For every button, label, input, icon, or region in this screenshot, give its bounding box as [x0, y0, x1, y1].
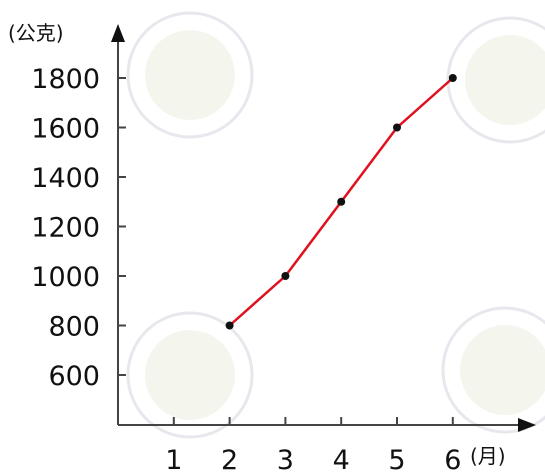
- y-tick-label: 1600: [31, 114, 100, 145]
- y-tick-label: 1400: [31, 163, 100, 194]
- tick-layer: 1 2 3 4 5 6 600 800 1000 1200 1400 1600 1800: [31, 64, 461, 475]
- watermark-seal-ring: [441, 306, 545, 434]
- x-axis-arrow: [518, 418, 536, 432]
- watermark-seal-core: [145, 330, 235, 420]
- y-axis-arrow: [111, 24, 125, 42]
- x-axis-unit-label: (月): [470, 444, 506, 468]
- y-tick-label: 800: [48, 312, 100, 343]
- x-tick-label: 4: [333, 445, 350, 475]
- watermark-seal-ring: [126, 11, 254, 139]
- data-point: [393, 123, 401, 132]
- y-tick-label: 1000: [31, 262, 100, 293]
- watermark-seal-ring: [126, 311, 254, 439]
- y-axis-unit-label: (公克): [8, 21, 64, 45]
- x-tick-label: 1: [165, 445, 182, 475]
- axes: [111, 24, 536, 432]
- y-tick-label: 1200: [31, 213, 100, 244]
- series-layer: [225, 74, 457, 330]
- data-point: [225, 321, 234, 330]
- watermark-layer: [126, 11, 545, 439]
- data-point: [281, 272, 290, 280]
- watermark-seal-core: [460, 325, 545, 415]
- x-tick-label: 3: [277, 445, 294, 475]
- x-tick-label: 6: [444, 445, 461, 475]
- watermark-seal-core: [465, 35, 545, 125]
- y-tick-label: 600: [48, 361, 100, 392]
- x-tick-label: 5: [388, 445, 405, 475]
- data-point: [337, 197, 346, 206]
- data-point: [448, 74, 457, 82]
- y-tick-label: 1800: [31, 64, 100, 95]
- x-tick-label: 2: [221, 445, 238, 475]
- watermark-seal-ring: [446, 16, 545, 144]
- watermark-seal-core: [145, 30, 235, 120]
